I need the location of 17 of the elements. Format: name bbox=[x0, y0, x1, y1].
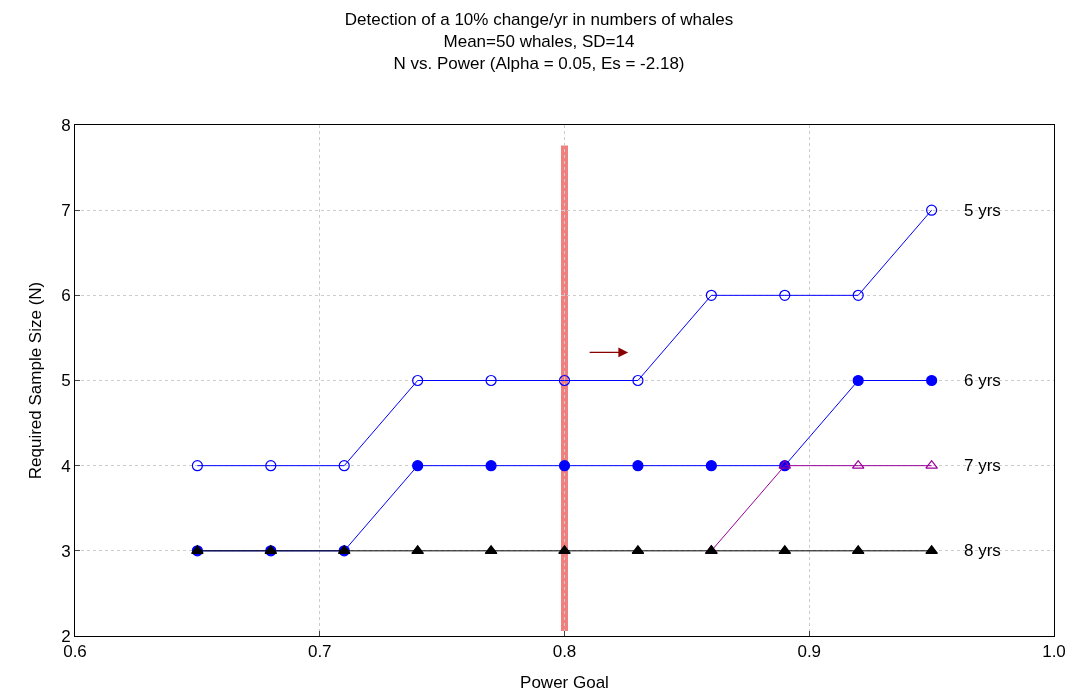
y-tick-label: 6 bbox=[61, 286, 71, 306]
y-tick-label: 7 bbox=[61, 201, 71, 221]
x-tick-label: 0.9 bbox=[797, 642, 822, 662]
series-label: 8 yrs bbox=[964, 541, 1001, 560]
series-label: 6 yrs bbox=[964, 371, 1001, 390]
x-tick-label: 1.0 bbox=[1042, 642, 1066, 662]
y-tick-label: 4 bbox=[61, 456, 71, 476]
series-label: 7 yrs bbox=[964, 456, 1001, 475]
y-tick-label: 5 bbox=[61, 371, 71, 391]
y-axis-title: Required Sample Size (N) bbox=[25, 281, 45, 480]
x-tick-label: 0.8 bbox=[552, 642, 577, 662]
x-axis-title: Power Goal bbox=[520, 672, 609, 692]
y-tick-label: 3 bbox=[61, 541, 71, 561]
series-label: 5 yrs bbox=[964, 201, 1001, 220]
x-tick-label: 0.7 bbox=[307, 642, 332, 662]
y-tick-label: 8 bbox=[61, 115, 71, 135]
chart-title: Detection of a 10% change/yr in numbers of whales Mean=50 whales, SD=14 N vs. Power (Alpha = 0.05, Es = -2.18) bbox=[344, 9, 734, 73]
